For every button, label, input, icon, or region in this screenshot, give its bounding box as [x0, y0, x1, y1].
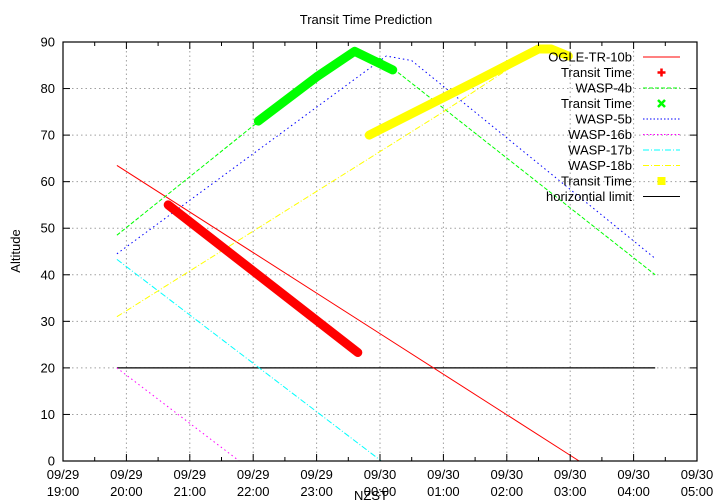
- legend-label: Transit Time: [561, 65, 632, 80]
- x-tick-date: 09/29: [237, 467, 270, 482]
- legend-label: WASP-5b: [575, 112, 632, 127]
- transit-band-wasp-4b: [253, 46, 398, 126]
- legend-label: WASP-4b: [575, 81, 632, 96]
- x-tick-date: 09/30: [491, 467, 524, 482]
- y-tick-label: 70: [41, 128, 55, 143]
- series-line-wasp-17b: [116, 259, 382, 462]
- x-tick-time: 02:00: [491, 484, 524, 499]
- x-tick-date: 09/30: [617, 467, 650, 482]
- x-axis-ticks: 09/29 19:00 09/29 20:00 09/29 21:00 09/29 22:00…: [47, 42, 714, 499]
- x-tick-time: 04:00: [617, 484, 650, 499]
- x-tick-time: 19:00: [47, 484, 80, 499]
- y-tick-label: 90: [41, 35, 55, 50]
- x-axis-label: NZST: [354, 488, 388, 503]
- x-tick-date: 09/29: [300, 467, 333, 482]
- legend-square-icon: [657, 177, 666, 185]
- y-tick-label: 60: [41, 174, 55, 189]
- legend-plus-icon: [657, 68, 666, 77]
- transit-band-wasp-18b: [364, 44, 573, 140]
- legend-label: Transit Time: [561, 96, 632, 111]
- series-line-ogle-tr-10b: [116, 164, 580, 462]
- y-tick-label: 10: [41, 407, 55, 422]
- legend-label: Transit Time: [561, 174, 632, 189]
- x-tick-time: 21:00: [174, 484, 207, 499]
- x-tick-time: 03:00: [554, 484, 587, 499]
- series-layer: [116, 44, 656, 462]
- series-line-wasp-5b: [116, 55, 656, 259]
- x-tick-date: 09/29: [174, 467, 207, 482]
- x-tick-date: 09/30: [364, 467, 397, 482]
- series-line-wasp-18b: [116, 48, 572, 318]
- x-tick-time: 05:00: [681, 484, 714, 499]
- x-tick-date: 09/29: [47, 467, 80, 482]
- x-tick-date: 09/29: [110, 467, 143, 482]
- legend-label: WASP-17b: [568, 143, 632, 158]
- x-tick-time: 00:00: [364, 484, 397, 499]
- y-tick-label: 20: [41, 360, 55, 375]
- y-tick-label: 50: [41, 221, 55, 236]
- series-line-wasp-16b: [116, 367, 240, 462]
- y-tick-label: 30: [41, 314, 55, 329]
- legend-label: WASP-18b: [568, 158, 632, 173]
- x-tick-date: 09/30: [681, 467, 714, 482]
- x-tick-time: 01:00: [427, 484, 460, 499]
- legend-cross-icon: [657, 99, 666, 108]
- legend-label: horizontial limit: [546, 189, 632, 204]
- y-tick-label: 0: [48, 454, 55, 469]
- series-line-wasp-4b: [116, 53, 656, 276]
- y-tick-label: 40: [41, 267, 55, 282]
- chart-title: Transit Time Prediction: [300, 12, 432, 27]
- legend-label: WASP-16b: [568, 127, 632, 142]
- x-tick-time: 22:00: [237, 484, 270, 499]
- transit-band-ogle-tr-10b: [163, 200, 363, 357]
- y-tick-label: 80: [41, 81, 55, 96]
- x-tick-time: 20:00: [110, 484, 143, 499]
- y-axis-ticks: 0 10 20 30 40 50 60 70 80 90: [41, 35, 697, 469]
- x-tick-date: 09/30: [427, 467, 460, 482]
- y-axis-label: Altitude: [8, 229, 23, 272]
- x-tick-date: 09/30: [554, 467, 587, 482]
- x-tick-time: 23:00: [300, 484, 333, 499]
- legend-label: OGLE-TR-10b: [548, 50, 632, 65]
